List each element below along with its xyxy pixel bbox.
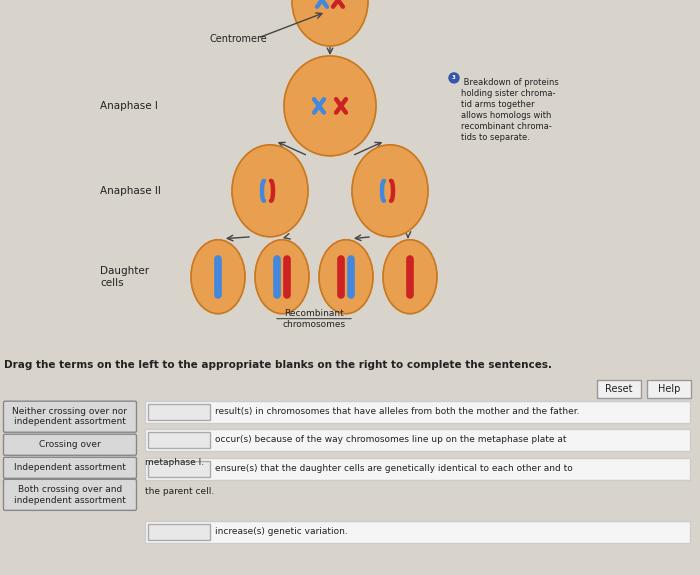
FancyBboxPatch shape: [148, 432, 210, 448]
Ellipse shape: [232, 145, 308, 237]
Text: occur(s) because of the way chromosomes line up on the metaphase plate at: occur(s) because of the way chromosomes …: [215, 435, 566, 444]
FancyBboxPatch shape: [4, 480, 136, 511]
FancyBboxPatch shape: [145, 429, 690, 451]
FancyBboxPatch shape: [4, 457, 136, 478]
Text: Both crossing over and
independent assortment: Both crossing over and independent assor…: [14, 485, 126, 504]
Text: Anaphase II: Anaphase II: [100, 186, 161, 196]
Ellipse shape: [319, 240, 373, 314]
FancyBboxPatch shape: [597, 380, 641, 398]
FancyBboxPatch shape: [4, 434, 136, 455]
Ellipse shape: [191, 240, 245, 314]
Text: Drag the terms on the left to the appropriate blanks on the right to complete th: Drag the terms on the left to the approp…: [4, 360, 552, 370]
Ellipse shape: [352, 145, 428, 237]
FancyBboxPatch shape: [148, 404, 210, 420]
FancyBboxPatch shape: [4, 401, 136, 432]
Text: Crossing over: Crossing over: [39, 440, 101, 449]
Text: Help: Help: [658, 384, 680, 394]
Text: Centromere: Centromere: [210, 34, 267, 44]
Text: the parent cell.: the parent cell.: [145, 487, 214, 496]
Text: Neither crossing over nor
independent assortment: Neither crossing over nor independent as…: [13, 407, 127, 427]
Circle shape: [449, 73, 459, 83]
Ellipse shape: [255, 240, 309, 314]
FancyBboxPatch shape: [145, 401, 690, 423]
FancyBboxPatch shape: [148, 524, 210, 540]
FancyBboxPatch shape: [647, 380, 691, 398]
FancyBboxPatch shape: [148, 461, 210, 477]
Ellipse shape: [383, 240, 437, 314]
Ellipse shape: [292, 0, 368, 46]
Text: Independent assortment: Independent assortment: [14, 463, 126, 472]
FancyBboxPatch shape: [145, 458, 690, 480]
Text: Breakdown of proteins
holding sister chroma-
tid arms together
allows homologs w: Breakdown of proteins holding sister chr…: [461, 78, 559, 143]
Text: increase(s) genetic variation.: increase(s) genetic variation.: [215, 527, 348, 536]
FancyBboxPatch shape: [145, 521, 690, 543]
Text: Anaphase I: Anaphase I: [100, 101, 158, 111]
Text: Daughter
cells: Daughter cells: [100, 266, 149, 288]
Ellipse shape: [284, 56, 376, 156]
Text: ensure(s) that the daughter cells are genetically identical to each other and to: ensure(s) that the daughter cells are ge…: [215, 464, 573, 473]
Text: Recombinant
chromosomes: Recombinant chromosomes: [282, 309, 346, 329]
Text: result(s) in chromosomes that have alleles from both the mother and the father.: result(s) in chromosomes that have allel…: [215, 407, 580, 416]
Text: metaphase I.: metaphase I.: [145, 458, 204, 467]
Text: Reset: Reset: [606, 384, 633, 394]
Text: 3: 3: [452, 75, 456, 80]
